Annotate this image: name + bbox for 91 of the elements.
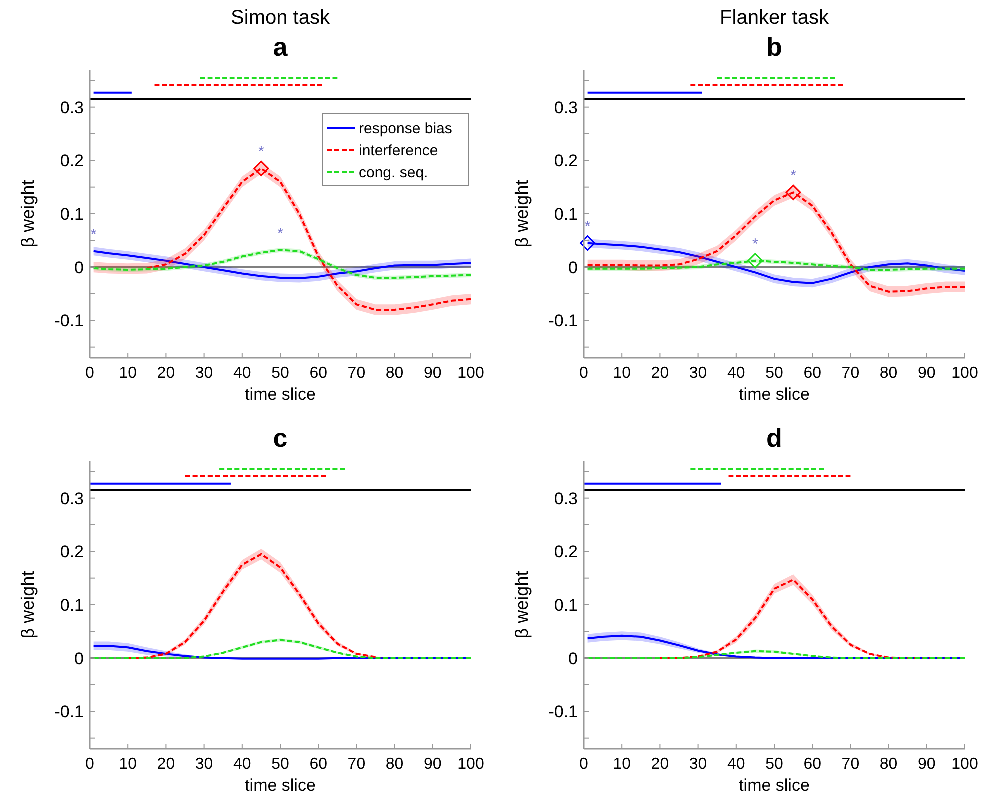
x-tick-label: 10 xyxy=(119,365,138,382)
y-tick-label: 0.2 xyxy=(554,152,578,171)
y-tick-label: 0.1 xyxy=(554,204,578,224)
chart-title: b xyxy=(766,32,782,62)
y-tick-label: -0.1 xyxy=(54,312,84,331)
x-tick-label: 60 xyxy=(310,365,328,382)
x-tick-label: 100 xyxy=(458,756,484,773)
y-tick-label: 0.3 xyxy=(60,489,84,508)
x-tick-label: 80 xyxy=(880,756,898,773)
y-tick-label: 0 xyxy=(568,649,578,668)
y-tick-label: -0.1 xyxy=(548,702,578,722)
x-axis-title: time slice xyxy=(739,776,810,795)
x-tick-label: 50 xyxy=(272,756,290,773)
chart-title: d xyxy=(766,423,782,453)
y-tick-label: 0.2 xyxy=(60,542,84,562)
x-tick-label: 10 xyxy=(119,756,138,773)
x-tick-label: 0 xyxy=(86,365,95,382)
x-tick-label: 60 xyxy=(804,756,822,773)
x-tick-label: 70 xyxy=(842,756,860,773)
y-tick-label: 0 xyxy=(568,258,578,278)
point xyxy=(786,184,802,200)
legend-label: cong. seq. xyxy=(359,164,428,182)
y-tick-label: 0.1 xyxy=(60,204,84,224)
annotation: * xyxy=(752,236,759,253)
chart-subtitle: Simon task xyxy=(231,7,331,29)
annotation: * xyxy=(584,218,591,236)
x-tick-label: 100 xyxy=(458,365,484,382)
x-tick-label: 50 xyxy=(766,365,784,382)
x-tick-label: 70 xyxy=(348,365,366,382)
x-axis-title: time slice xyxy=(739,385,810,404)
x-tick-label: 90 xyxy=(918,365,936,382)
line-series xyxy=(127,553,377,660)
legend-label: response bias xyxy=(359,120,452,138)
chart-title: c xyxy=(273,423,288,453)
y-axis-title: β weight xyxy=(512,571,532,639)
chart-title: a xyxy=(273,32,288,62)
x-tick-label: 40 xyxy=(728,365,746,382)
x-tick-label: 0 xyxy=(580,756,589,773)
x-tick-label: 10 xyxy=(613,756,632,773)
y-axis-title: β weight xyxy=(18,180,38,248)
x-axis-title: time slice xyxy=(245,776,316,795)
y-axis-title: β weight xyxy=(18,571,38,639)
point xyxy=(580,236,596,252)
annotation: * xyxy=(90,226,97,244)
x-tick-label: 60 xyxy=(804,365,822,382)
x-tick-label: 30 xyxy=(689,756,708,773)
x-tick-label: 0 xyxy=(86,756,95,773)
x-tick-label: 20 xyxy=(157,365,176,382)
y-tick-label: 0.3 xyxy=(554,489,578,508)
x-tick-label: 40 xyxy=(234,756,252,773)
x-tick-label: 20 xyxy=(157,756,176,773)
x-tick-label: 10 xyxy=(613,365,632,382)
x-tick-label: 100 xyxy=(952,756,978,773)
x-tick-label: 0 xyxy=(580,365,589,382)
x-tick-label: 90 xyxy=(424,365,442,382)
y-tick-label: 0.3 xyxy=(554,98,578,118)
y-tick-label: 0.1 xyxy=(554,596,578,615)
x-tick-label: 40 xyxy=(728,756,746,773)
x-tick-label: 50 xyxy=(272,365,290,382)
y-tick-label: 0 xyxy=(74,649,84,668)
y-tick-label: 0.3 xyxy=(60,98,84,118)
x-tick-label: 40 xyxy=(234,365,252,382)
y-tick-label: 0.2 xyxy=(554,542,578,562)
x-tick-label: 90 xyxy=(424,756,442,773)
annotation: * xyxy=(258,144,265,161)
y-tick-label: 0 xyxy=(74,258,84,278)
x-tick-label: 30 xyxy=(689,365,708,382)
y-tick-label: 0.1 xyxy=(60,596,84,615)
annotation: * xyxy=(278,225,284,242)
x-axis-title: time slice xyxy=(245,385,316,404)
y-tick-label: -0.1 xyxy=(548,312,578,331)
x-tick-label: 20 xyxy=(651,756,670,773)
point xyxy=(748,253,764,269)
x-tick-label: 80 xyxy=(386,365,404,382)
x-tick-label: 20 xyxy=(651,365,670,382)
legend-label: interference xyxy=(359,142,438,160)
y-tick-label: 0.2 xyxy=(60,152,84,171)
x-tick-label: 80 xyxy=(880,365,898,382)
annotation: * xyxy=(790,168,797,185)
x-tick-label: 90 xyxy=(918,756,936,773)
y-tick-label: -0.1 xyxy=(54,702,84,722)
chart-subtitle: Flanker task xyxy=(720,7,830,29)
x-tick-label: 50 xyxy=(766,756,784,773)
x-tick-label: 100 xyxy=(952,365,978,382)
y-axis-title: β weight xyxy=(512,180,532,248)
x-tick-label: 30 xyxy=(195,756,214,773)
x-tick-label: 70 xyxy=(842,365,860,382)
x-tick-label: 30 xyxy=(195,365,214,382)
x-tick-label: 60 xyxy=(310,756,328,773)
x-tick-label: 70 xyxy=(348,756,366,773)
x-tick-label: 80 xyxy=(386,756,404,773)
